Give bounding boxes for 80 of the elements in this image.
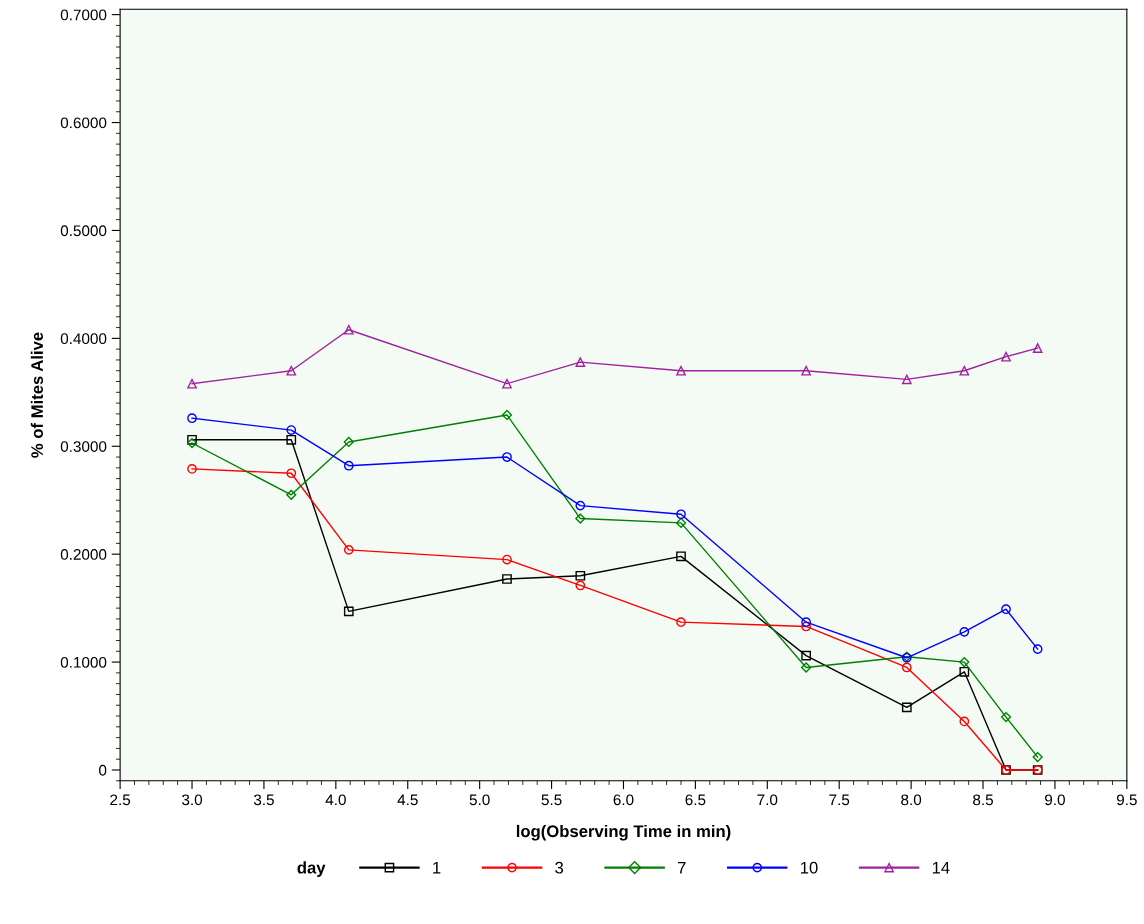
y-tick-label: 0.6000 xyxy=(60,117,107,129)
x-tick-label: 3.5 xyxy=(253,794,274,806)
y-tick-label: 0.2000 xyxy=(60,549,107,560)
legend-label: 1 xyxy=(433,861,441,874)
point xyxy=(502,554,512,565)
point xyxy=(801,650,811,661)
point xyxy=(343,544,354,555)
x-tick-label: 6.0 xyxy=(613,794,634,806)
y-tick-label: 0.1000 xyxy=(60,656,107,668)
y-tick-label: 0.7000 xyxy=(60,9,107,21)
point xyxy=(1000,711,1012,723)
point xyxy=(901,702,912,713)
point xyxy=(801,662,812,673)
point xyxy=(801,621,811,632)
point xyxy=(1032,343,1043,353)
y-axis-title: % of Mites Alive xyxy=(30,332,44,458)
point xyxy=(1001,351,1011,362)
point xyxy=(286,489,297,500)
point xyxy=(502,574,512,584)
point xyxy=(502,452,512,462)
point xyxy=(343,324,354,335)
x-tick-label: 5.5 xyxy=(541,794,562,806)
point xyxy=(959,716,970,727)
point xyxy=(502,378,512,389)
y-tick-label: 0.5000 xyxy=(60,225,107,237)
y-tick-label: 0 xyxy=(99,764,107,776)
point xyxy=(801,617,811,628)
x-tick-label: 7.0 xyxy=(757,794,778,806)
x-tick-label: 9.0 xyxy=(1045,794,1065,806)
legend-label: 14 xyxy=(932,861,950,874)
point xyxy=(959,365,970,376)
x-tick-label: 9.5 xyxy=(1116,794,1137,806)
point xyxy=(343,436,354,448)
legend-label: 10 xyxy=(801,861,818,874)
x-axis-title: log(Observing Time in min) xyxy=(516,824,731,841)
point xyxy=(575,357,586,367)
x-tick-label: 8.0 xyxy=(901,794,922,806)
point xyxy=(959,666,970,677)
point xyxy=(286,434,297,445)
point xyxy=(959,656,970,668)
point xyxy=(675,517,687,528)
point xyxy=(286,365,297,376)
point xyxy=(901,662,912,673)
point xyxy=(186,437,198,449)
x-tick-label: 5.0 xyxy=(469,794,490,806)
point xyxy=(187,434,197,445)
point xyxy=(187,378,197,389)
point xyxy=(575,513,586,524)
point xyxy=(575,570,586,581)
point xyxy=(1032,751,1043,763)
x-tick-label: 3.0 xyxy=(181,794,203,806)
point xyxy=(676,365,686,376)
point xyxy=(1032,644,1043,654)
point xyxy=(286,468,297,479)
point xyxy=(575,580,586,591)
point xyxy=(286,425,297,435)
x-tick-label: 6.5 xyxy=(685,794,706,806)
y-tick-label: 0.4000 xyxy=(60,333,107,345)
point xyxy=(676,509,686,520)
legend-title: day xyxy=(297,861,326,877)
point xyxy=(343,606,354,617)
point xyxy=(676,617,686,628)
point xyxy=(343,460,354,471)
point xyxy=(676,551,686,562)
x-tick-label: 7.5 xyxy=(829,794,850,806)
x-tick-label: 4.0 xyxy=(325,794,346,806)
legend-label: 7 xyxy=(677,861,686,874)
point xyxy=(187,464,197,474)
point xyxy=(1001,604,1011,615)
point xyxy=(901,374,912,385)
x-tick-label: 8.5 xyxy=(973,794,993,806)
x-tick-label: 4.5 xyxy=(397,794,418,806)
legend-label: 3 xyxy=(555,861,564,874)
point xyxy=(501,409,513,421)
point xyxy=(575,500,586,511)
y-tick-label: 0.3000 xyxy=(60,441,107,452)
x-tick-label: 2.5 xyxy=(110,794,131,806)
point xyxy=(801,365,811,376)
point xyxy=(959,627,970,637)
point xyxy=(187,413,197,424)
